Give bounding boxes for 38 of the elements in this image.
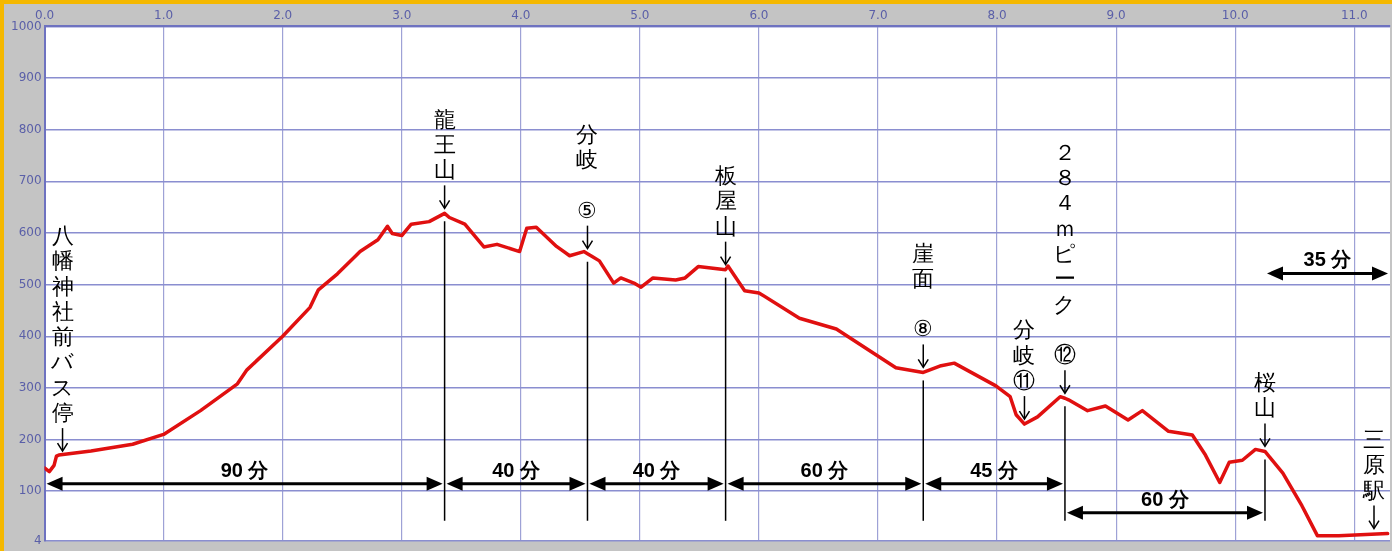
x-tick-label: 7.0 [868,8,888,23]
annotation: 60 分 [800,458,850,481]
y-tick-label: 300 [18,380,42,395]
y-tick-label: 500 [18,276,42,291]
y-tick-label: 600 [18,225,42,240]
y-tick-label: 700 [18,173,42,188]
x-tick-label: 1.0 [154,8,174,23]
annotation: 板屋山 [713,163,737,239]
x-tick-label: 4.0 [511,8,531,23]
x-tick-label: 6.0 [749,8,769,23]
x-tick-label: 2.0 [273,8,293,23]
annotation: 90 分 [220,458,270,481]
annotation: 40 分 [492,458,541,481]
x-tick-label: 8.0 [987,8,1007,23]
x-tick-label: 11.0 [1340,8,1368,23]
annotation: 分岐 ⑤ [576,121,599,223]
y-tick-label: 4 [33,532,42,547]
annotation: 45 分 [970,458,1019,481]
annotation: 三原駅 [1362,426,1385,503]
x-tick-label: 10.0 [1221,8,1249,23]
y-tick-label: 200 [18,431,42,446]
x-tick-label: 5.0 [630,8,650,23]
x-tick-label: 9.0 [1106,8,1126,23]
annotation: 崖面 ⑧ [912,240,935,342]
annotation: 40 分 [632,458,682,481]
annotation: ２８４ｍピーク ⑫ [1053,139,1077,368]
y-tick-label: 800 [18,121,42,136]
y-tick-label: 900 [18,70,42,85]
annotation: 桜山 [1253,370,1276,421]
x-tick-label: 3.0 [392,8,412,23]
annotation: 35 分 [1303,248,1353,271]
y-tick-label: 1000 [10,18,42,33]
annotation: 60 分 [1141,487,1190,510]
annotation: 分岐⑪ [1013,317,1036,394]
y-tick-label: 100 [18,483,42,498]
annotation: 龍王山 [433,106,456,183]
annotation: 八幡神社前バス停 [50,223,75,426]
y-tick-label: 400 [18,328,42,343]
